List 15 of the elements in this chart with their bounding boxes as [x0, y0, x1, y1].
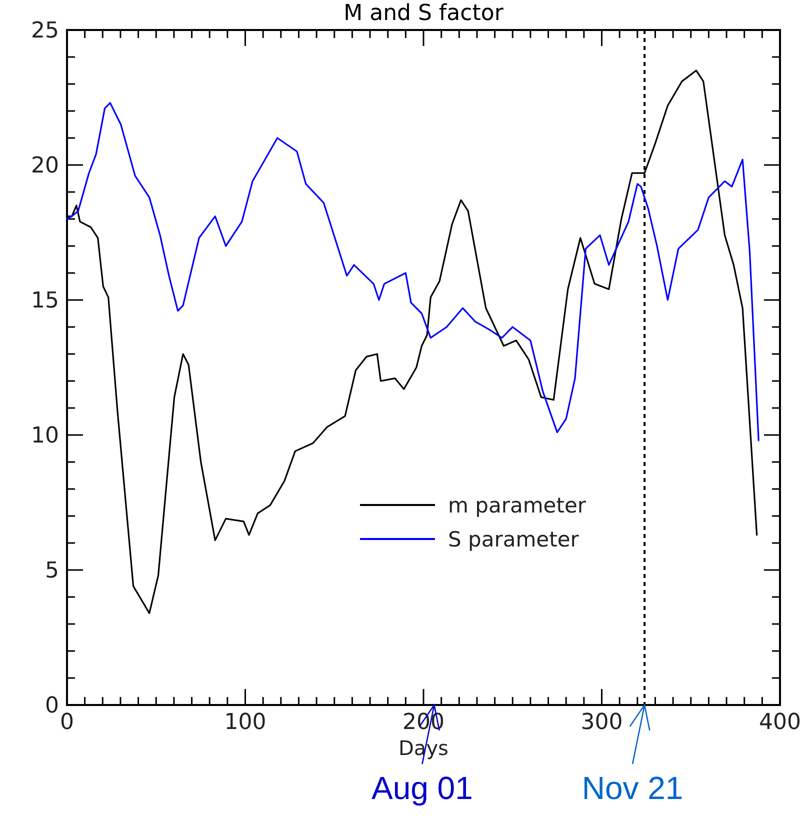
y-tick-label: 20	[31, 154, 59, 179]
y-tick-label: 10	[31, 424, 59, 449]
y-tick-label: 25	[31, 18, 59, 44]
annotation: Nov 21	[582, 770, 684, 806]
y-tick-label: 0	[45, 694, 59, 719]
text: Aug 01	[371, 770, 473, 806]
x-tick-label: 400	[759, 710, 801, 735]
y-tick-label: 15	[31, 288, 59, 314]
x-tick-label: 300	[580, 710, 623, 735]
legend-label: m parameter	[448, 493, 586, 518]
chart-title: M and S factor	[344, 1, 504, 26]
x-tick-label: 100	[224, 710, 266, 735]
legend-label: S parameter	[448, 527, 580, 552]
y-tick-label: 5	[45, 558, 59, 584]
line-series	[66, 102, 760, 442]
